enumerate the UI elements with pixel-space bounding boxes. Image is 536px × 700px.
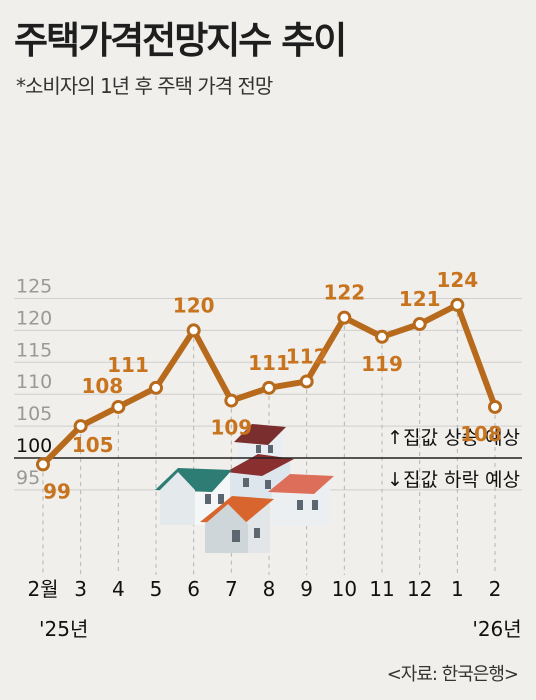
data-label: 111 [248, 351, 290, 375]
x-tick-label: 9 [300, 577, 313, 601]
data-label: 122 [323, 281, 365, 305]
x-tick-label: 12 [407, 577, 432, 601]
data-label: 121 [399, 287, 441, 311]
x-tick-label: 10 [332, 577, 357, 601]
note-above: ↑집값 상승 예상 [387, 427, 520, 449]
x-tick-label: 5 [150, 577, 163, 601]
y-tick-label: 110 [16, 371, 52, 393]
data-point [149, 380, 163, 395]
chart-title: 주택가격전망지수 추이 [14, 19, 347, 62]
y-tick-label: 125 [16, 276, 52, 298]
data-label: 109 [210, 416, 252, 440]
data-point [412, 317, 427, 332]
y-tick-label: 100 [16, 435, 52, 457]
data-point [36, 457, 50, 472]
data-point [488, 399, 502, 414]
data-point [111, 399, 126, 414]
data-label: 124 [436, 268, 478, 292]
data-point [262, 380, 276, 395]
data-label: 119 [361, 352, 403, 376]
x-tick-label: 4 [112, 577, 125, 601]
data-label: 120 [173, 293, 215, 317]
data-point [375, 329, 389, 344]
data-label: 105 [72, 433, 114, 457]
y-tick-label: 115 [16, 339, 52, 361]
y-tick-label: 120 [16, 307, 52, 329]
data-label: 108 [81, 374, 123, 398]
data-point [186, 323, 201, 338]
data-label: 112 [286, 344, 328, 368]
x-tick-label: 2월 [27, 577, 58, 601]
note-below: ↓집값 하락 예상 [387, 469, 520, 491]
x-tick-label: 3 [74, 577, 87, 601]
year-label: '26년 [472, 617, 521, 641]
data-label: 108 [460, 422, 502, 446]
x-tick-label: 2 [489, 577, 502, 601]
x-tick-label: 6 [187, 577, 200, 601]
x-tick-label: 11 [369, 577, 394, 601]
houses-illustration [155, 424, 334, 553]
x-tick-label: 1 [451, 577, 464, 601]
x-tick-label: 8 [263, 577, 276, 601]
data-point [224, 393, 239, 408]
data-point [299, 374, 314, 389]
chart-subtitle: *소비자의 1년 후 주택 가격 전망 [16, 74, 273, 98]
y-tick-label: 105 [16, 403, 52, 425]
data-point [73, 419, 88, 434]
data-label: 99 [43, 479, 71, 503]
year-label: '25년 [39, 617, 88, 641]
data-point [450, 297, 465, 312]
data-source: <자료: 한국은행> [386, 664, 519, 685]
x-tick-label: 7 [225, 577, 238, 601]
y-tick-label: 95 [16, 467, 40, 489]
data-label: 111 [107, 353, 149, 377]
data-point [337, 310, 352, 325]
